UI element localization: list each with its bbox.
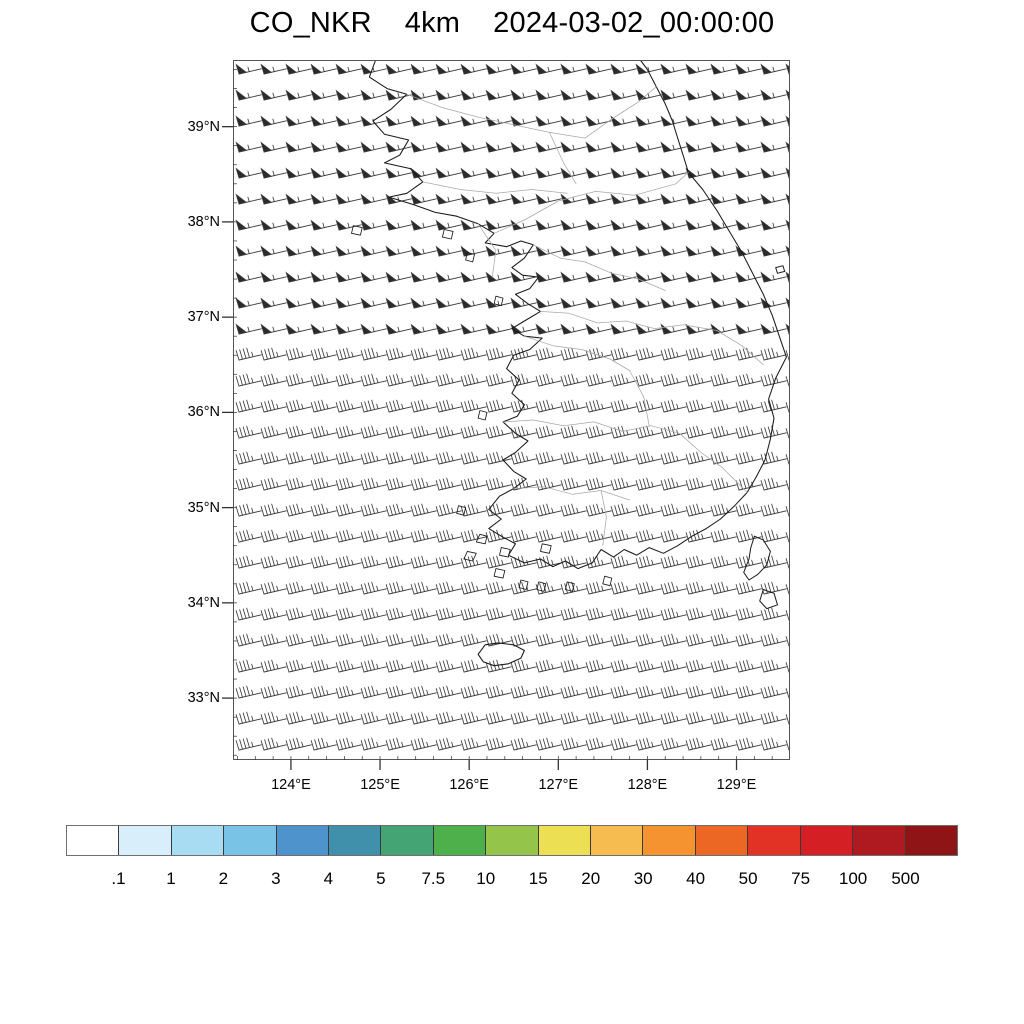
colorbar-tick-5: 5 (376, 869, 386, 888)
longitude-label-128: 128°E (627, 777, 668, 793)
colorbar-tick-12: 50 (738, 869, 758, 888)
latitude-label-33: 33°N (187, 690, 220, 707)
colorbar-swatch-2[interactable] (171, 826, 225, 855)
page-title: CO_NKR 4km 2024-03-02_00:00:00 (249, 7, 775, 39)
colorbar-tick-2: 2 (218, 869, 229, 888)
colorbar-swatch-11[interactable] (643, 826, 696, 855)
colorbar-swatch-5[interactable] (329, 826, 382, 855)
longitude-label-124: 124°E (271, 777, 311, 793)
colorbar-tick-15: 500 (891, 869, 920, 888)
latitude-label-35: 35°N (187, 499, 220, 516)
latitude-label-38: 38°N (187, 213, 220, 230)
colorbar-tick-1: 1 (166, 869, 176, 888)
colorbar-tick-10: 30 (633, 869, 653, 888)
colorbar-tick-13: 75 (791, 869, 811, 888)
colorbar-tick-4: 4 (323, 869, 334, 888)
longitude-label-127: 127°E (538, 777, 579, 793)
colorbar-tick-0: .1 (111, 869, 126, 888)
colorbar-swatch-16[interactable] (905, 826, 957, 855)
plot-frame (233, 60, 790, 760)
coastline-layer (351, 60, 787, 667)
map-canvas (233, 60, 790, 760)
colorbar-tick-6: 7.5 (421, 869, 446, 888)
colorbar-swatch-14[interactable] (800, 826, 854, 855)
colorbar-swatch-7[interactable] (433, 826, 487, 855)
colorbar-swatch-8[interactable] (486, 826, 539, 855)
longitude-label-126: 126°E (449, 777, 489, 793)
colorbar-tick-9: 20 (581, 869, 601, 888)
longitude-label-129: 129°E (716, 777, 757, 793)
latitude-label-36: 36°N (187, 404, 220, 421)
colorbar-swatch-13[interactable] (748, 826, 801, 855)
colorbar-swatch-12[interactable] (695, 826, 749, 855)
province-border-layer (406, 86, 764, 547)
colorbar[interactable] (66, 825, 958, 856)
colorbar-tick-8: 15 (528, 869, 548, 888)
colorbar-swatch-4[interactable] (276, 826, 330, 855)
map-plot-area (222, 60, 790, 770)
wind-barb-layer (235, 63, 790, 751)
colorbar-tick-3: 3 (271, 869, 281, 888)
colorbar-tick-7: 10 (476, 869, 496, 888)
colorbar-swatch-3[interactable] (224, 826, 277, 855)
colorbar-swatch-9[interactable] (538, 826, 592, 855)
latitude-label-39: 39°N (187, 118, 220, 135)
colorbar-tick-11: 40 (686, 869, 706, 888)
colorbar-swatch-0[interactable] (67, 826, 120, 855)
colorbar-swatch-15[interactable] (853, 826, 906, 855)
colorbar-swatch-10[interactable] (591, 826, 644, 855)
latitude-label-37: 37°N (187, 309, 220, 326)
longitude-label-125: 125°E (360, 777, 400, 793)
latitude-label-34: 34°N (187, 594, 220, 611)
colorbar-swatch-1[interactable] (119, 826, 172, 855)
colorbar-swatch-6[interactable] (381, 826, 434, 855)
colorbar-tick-14: 100 (838, 869, 868, 888)
